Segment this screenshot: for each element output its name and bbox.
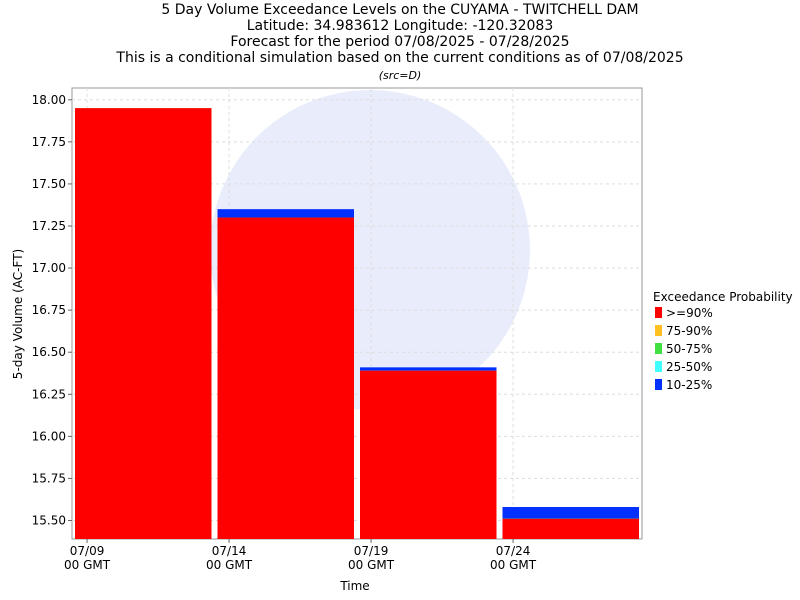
bar <box>502 518 639 539</box>
x-tick-label: 07/09 00 GMT <box>64 544 111 572</box>
y-tick-label: 17.25 <box>32 219 66 233</box>
x-tick-label-line: 07/09 <box>70 544 105 558</box>
y-tick-label: 16.50 <box>32 345 66 359</box>
source: (src=D) <box>379 69 422 82</box>
legend-label: 25-50% <box>666 360 712 374</box>
y-tick-label: 17.75 <box>32 135 66 149</box>
y-tick-label: 18.00 <box>32 93 66 107</box>
x-tick-label-line: 07/19 <box>354 544 389 558</box>
chart-title: 5 Day Volume Exceedance Levels on the CU… <box>161 2 638 18</box>
legend-swatch <box>655 379 662 390</box>
x-tick-label-line: 07/14 <box>212 544 247 558</box>
legend-label: 10-25% <box>666 378 712 392</box>
x-tick-label-line: 00 GMT <box>348 558 395 572</box>
x-tick-label: 07/19 00 GMT <box>348 544 395 572</box>
legend-swatch <box>655 325 662 336</box>
x-axis-label: Time <box>339 579 369 593</box>
x-tick-label-line: 00 GMT <box>490 558 537 572</box>
legend-label: >=90% <box>666 306 713 320</box>
legend-swatch <box>655 307 662 318</box>
bar <box>217 217 354 539</box>
y-tick-label: 15.75 <box>32 471 66 485</box>
subtitle: This is a conditional simulation based o… <box>115 50 683 66</box>
bar <box>360 370 497 539</box>
legend-label: 50-75% <box>666 342 712 356</box>
x-tick-label: 07/14 00 GMT <box>206 544 253 572</box>
bar <box>75 108 212 539</box>
y-tick-label: 15.50 <box>32 513 66 527</box>
y-tick-label: 16.00 <box>32 429 66 443</box>
y-tick-label: 16.75 <box>32 303 66 317</box>
y-tick-label: 16.25 <box>32 387 66 401</box>
x-tick-label-line: 00 GMT <box>64 558 111 572</box>
y-axis-label: 5-day Volume (AC-FT) <box>11 249 25 379</box>
x-tick-label-line: 07/24 <box>496 544 531 558</box>
x-tick-label-line: 00 GMT <box>206 558 253 572</box>
legend-swatch <box>655 343 662 354</box>
legend-swatch <box>655 361 662 372</box>
subtitle: Forecast for the period 07/08/2025 - 07/… <box>230 34 569 50</box>
legend-title: Exceedance Probability <box>653 290 793 304</box>
subtitle: Latitude: 34.983612 Longitude: -120.3208… <box>247 18 554 34</box>
y-tick-label: 17.50 <box>32 177 66 191</box>
x-tick-label: 07/24 00 GMT <box>490 544 537 572</box>
legend-label: 75-90% <box>666 324 712 338</box>
y-tick-label: 17.00 <box>32 261 66 275</box>
